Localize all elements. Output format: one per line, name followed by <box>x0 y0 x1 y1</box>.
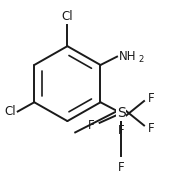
Text: Cl: Cl <box>61 10 73 23</box>
Text: 2: 2 <box>139 55 144 64</box>
Text: F: F <box>147 122 154 135</box>
Text: Cl: Cl <box>4 105 16 118</box>
Text: S: S <box>117 106 126 120</box>
Text: F: F <box>147 92 154 105</box>
Text: NH: NH <box>119 50 136 63</box>
Text: F: F <box>118 161 125 174</box>
Text: F: F <box>118 124 125 137</box>
Text: F: F <box>88 119 94 132</box>
